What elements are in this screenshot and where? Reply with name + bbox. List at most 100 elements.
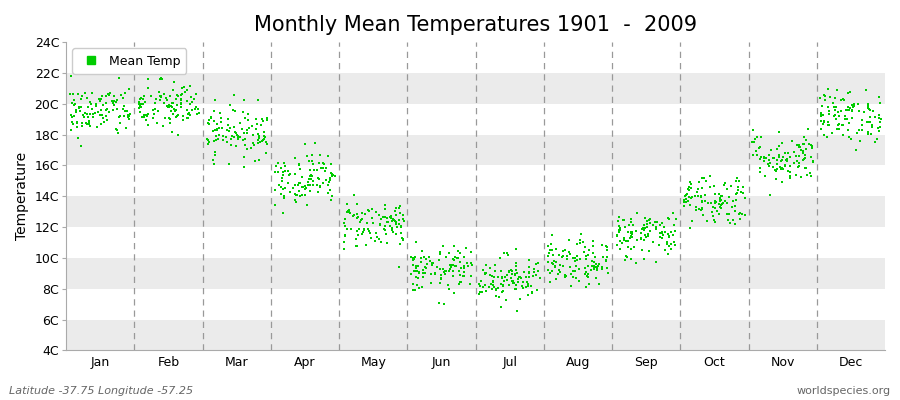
Point [778, 162, 792, 168]
Point [148, 111, 162, 118]
Point [663, 229, 678, 235]
Point [183, 83, 197, 89]
Point [74, 143, 88, 150]
Point [80, 121, 94, 127]
Point [348, 236, 363, 242]
Point [392, 264, 406, 270]
Point [115, 106, 130, 112]
Point [122, 86, 136, 92]
Point [140, 111, 154, 118]
Point [148, 96, 163, 102]
Point [295, 184, 310, 190]
Point [843, 89, 858, 96]
Point [694, 194, 708, 201]
Point [722, 194, 736, 200]
Point [592, 281, 607, 288]
Point [495, 274, 509, 281]
Point [397, 218, 411, 224]
Point [861, 101, 876, 108]
Point [418, 256, 433, 262]
Point [161, 102, 176, 108]
Point [502, 282, 517, 288]
Point [714, 203, 728, 210]
Point [622, 222, 636, 229]
Point [596, 254, 610, 260]
Point [337, 246, 351, 252]
Point [341, 208, 356, 214]
Point [762, 157, 777, 164]
Point [344, 226, 358, 232]
Point [634, 235, 648, 241]
Point [578, 265, 592, 272]
Point [814, 126, 828, 132]
Point [775, 156, 789, 163]
Point [186, 96, 201, 102]
Point [796, 141, 810, 148]
Point [549, 246, 563, 252]
Point [598, 257, 613, 264]
Point [64, 112, 78, 118]
Point [326, 172, 340, 178]
Point [316, 160, 330, 167]
Point [491, 274, 505, 280]
Point [754, 154, 769, 160]
Point [774, 166, 788, 172]
Point [71, 90, 86, 97]
Point [302, 173, 317, 180]
Point [715, 200, 729, 207]
Point [372, 235, 386, 242]
Point [76, 112, 90, 118]
Point [453, 250, 467, 256]
Point [600, 265, 615, 272]
Point [243, 144, 257, 151]
Point [842, 107, 856, 113]
Point [292, 162, 306, 168]
Point [223, 125, 238, 131]
Point [620, 254, 634, 260]
Point [649, 219, 663, 226]
Point [630, 237, 644, 243]
Point [169, 114, 184, 121]
Point [609, 232, 624, 239]
Point [652, 241, 666, 248]
Point [629, 228, 643, 234]
Point [838, 116, 852, 122]
Point [798, 152, 813, 158]
Point [837, 113, 851, 119]
Point [254, 122, 268, 128]
Point [472, 291, 487, 298]
Point [424, 280, 438, 287]
Point [526, 266, 541, 272]
Point [378, 223, 392, 229]
Point [697, 175, 711, 181]
Point [288, 191, 302, 198]
Point [298, 182, 312, 189]
Point [541, 259, 555, 265]
Point [278, 184, 293, 191]
Point [437, 268, 452, 274]
Point [107, 102, 122, 108]
Point [855, 117, 869, 124]
Point [662, 216, 676, 222]
Point [365, 220, 380, 226]
Point [410, 274, 425, 281]
Point [696, 212, 710, 218]
Point [806, 159, 821, 165]
Point [581, 281, 596, 288]
Point [821, 85, 835, 92]
Point [664, 246, 679, 253]
Point [306, 178, 320, 184]
Point [804, 173, 818, 180]
Point [289, 192, 303, 199]
Point [256, 118, 270, 124]
Point [624, 216, 638, 222]
Point [241, 111, 256, 118]
Point [295, 184, 310, 190]
Point [521, 281, 535, 287]
Point [708, 191, 723, 197]
Point [821, 119, 835, 126]
Point [439, 254, 454, 260]
Point [140, 110, 155, 117]
Point [680, 199, 694, 205]
Point [763, 192, 778, 198]
